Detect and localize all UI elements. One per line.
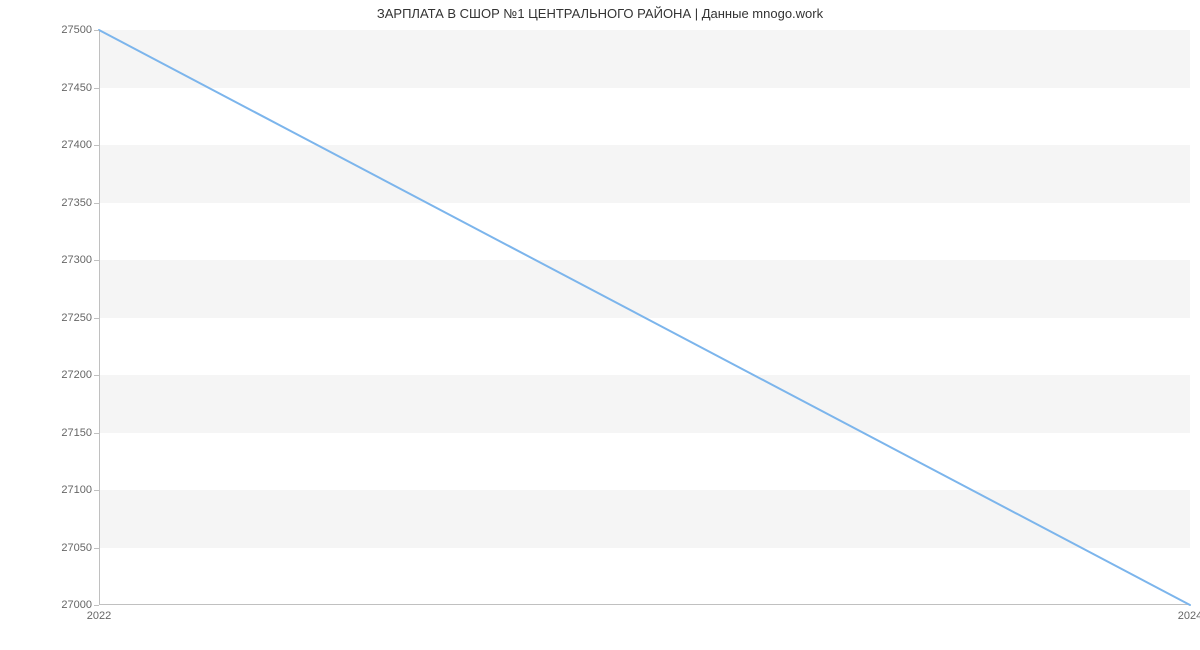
salary-line-chart: ЗАРПЛАТА В СШОР №1 ЦЕНТРАЛЬНОГО РАЙОНА |… xyxy=(0,0,1200,650)
y-tick-mark xyxy=(94,548,99,549)
y-tick-label: 27250 xyxy=(12,312,92,324)
y-tick-mark xyxy=(94,375,99,376)
y-tick-label: 27000 xyxy=(12,599,92,611)
y-tick-label: 27150 xyxy=(12,427,92,439)
x-tick-label: 2024 xyxy=(1178,610,1200,622)
y-tick-label: 27500 xyxy=(12,24,92,36)
y-tick-mark xyxy=(94,145,99,146)
y-tick-mark xyxy=(94,490,99,491)
y-tick-mark xyxy=(94,605,99,606)
y-tick-mark xyxy=(94,203,99,204)
y-tick-mark xyxy=(94,318,99,319)
y-tick-label: 27400 xyxy=(12,139,92,151)
y-tick-label: 27100 xyxy=(12,484,92,496)
y-tick-label: 27300 xyxy=(12,254,92,266)
y-tick-label: 27200 xyxy=(12,369,92,381)
y-tick-mark xyxy=(94,88,99,89)
y-tick-label: 27450 xyxy=(12,82,92,94)
y-tick-mark xyxy=(94,30,99,31)
y-tick-label: 27350 xyxy=(12,197,92,209)
series-line xyxy=(99,30,1190,605)
y-tick-label: 27050 xyxy=(12,542,92,554)
plot-area xyxy=(99,30,1190,605)
y-tick-mark xyxy=(94,260,99,261)
y-tick-mark xyxy=(94,433,99,434)
x-tick-label: 2022 xyxy=(87,610,111,622)
chart-title: ЗАРПЛАТА В СШОР №1 ЦЕНТРАЛЬНОГО РАЙОНА |… xyxy=(0,6,1200,21)
